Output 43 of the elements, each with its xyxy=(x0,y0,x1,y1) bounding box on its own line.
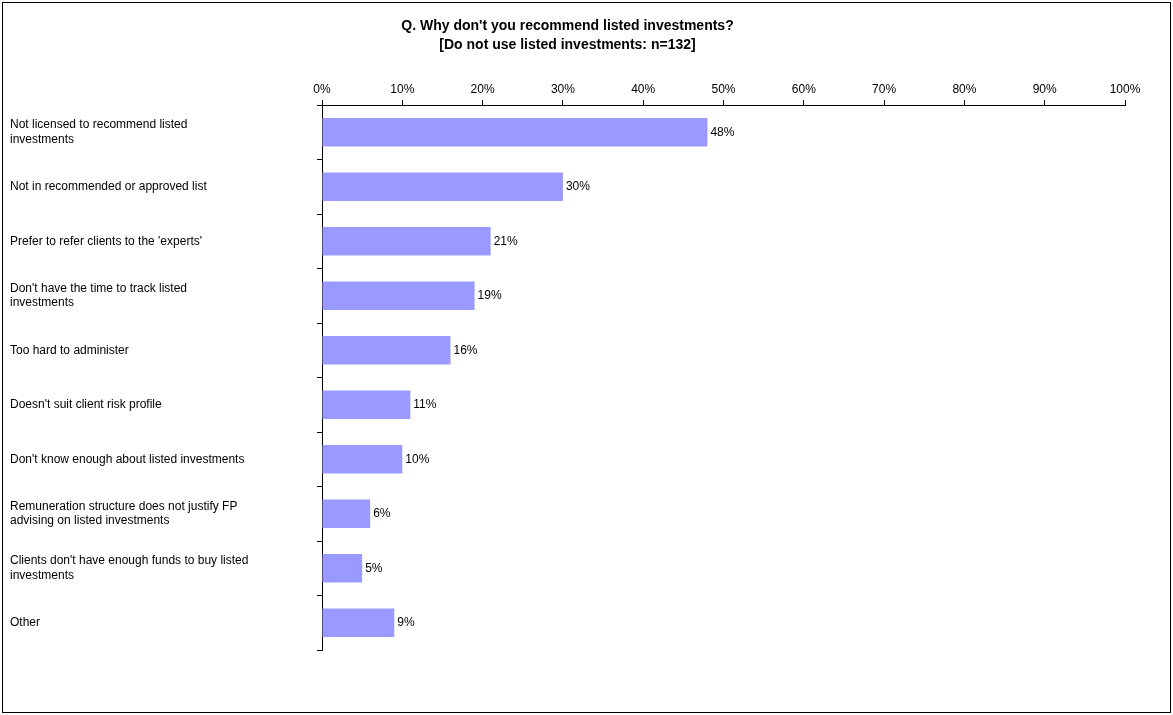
y-tick-label: Don't have the time to track listed investments xyxy=(10,280,188,310)
chart-title: Q. Why don't you recommend listed investments? xyxy=(401,17,734,34)
data-label: 21% xyxy=(493,233,518,248)
data-label: 11% xyxy=(413,397,437,412)
bar xyxy=(322,227,491,256)
data-label: 16% xyxy=(453,342,478,357)
data-label: 19% xyxy=(477,288,502,303)
bar xyxy=(322,554,363,583)
x-tick-label: 100% xyxy=(1109,82,1141,97)
bar xyxy=(322,390,411,419)
y-tick-label: Don't know enough about listed investments xyxy=(10,451,245,466)
bar xyxy=(322,499,371,528)
x-tick-label: 10% xyxy=(390,82,415,97)
x-tick-label: 50% xyxy=(711,82,736,97)
y-tick-label: Remuneration structure does not justify FP advising on listed investments xyxy=(10,498,238,528)
x-tick-label: 80% xyxy=(952,82,977,97)
x-tick-label: 30% xyxy=(550,82,576,97)
y-tick-label: Not in recommended or approved list xyxy=(10,179,208,194)
y-tick-label: Too hard to administer xyxy=(10,342,129,357)
x-tick-label: 0% xyxy=(313,82,331,97)
y-tick-label: Doesn't suit client risk profile xyxy=(10,397,163,412)
data-label: 48% xyxy=(710,124,735,139)
x-tick-label: 70% xyxy=(872,82,897,97)
y-tick-label: Other xyxy=(10,615,41,630)
x-tick-label: 40% xyxy=(631,82,656,97)
y-tick-label: Prefer to refer clients to the 'experts' xyxy=(10,233,202,248)
data-label: 5% xyxy=(365,560,383,575)
x-tick-label: 90% xyxy=(1032,82,1058,97)
bar xyxy=(322,608,395,637)
bar xyxy=(322,445,403,474)
data-label: 30% xyxy=(565,179,591,194)
data-label: 6% xyxy=(373,506,391,521)
y-tick-label: Not licensed to recommend listed investments xyxy=(10,117,188,146)
bar xyxy=(322,172,563,201)
bar xyxy=(322,281,475,310)
y-tick-label: Clients don't have enough funds to buy listed investments xyxy=(10,553,249,582)
x-tick-label: 60% xyxy=(791,82,817,97)
data-label: 9% xyxy=(397,615,415,630)
chart-subtitle: [Do not use listed investments: n=132] xyxy=(439,36,696,53)
data-label: 10% xyxy=(405,451,430,466)
x-tick-label: 20% xyxy=(470,82,495,97)
bar xyxy=(322,118,708,147)
bar xyxy=(322,336,451,365)
